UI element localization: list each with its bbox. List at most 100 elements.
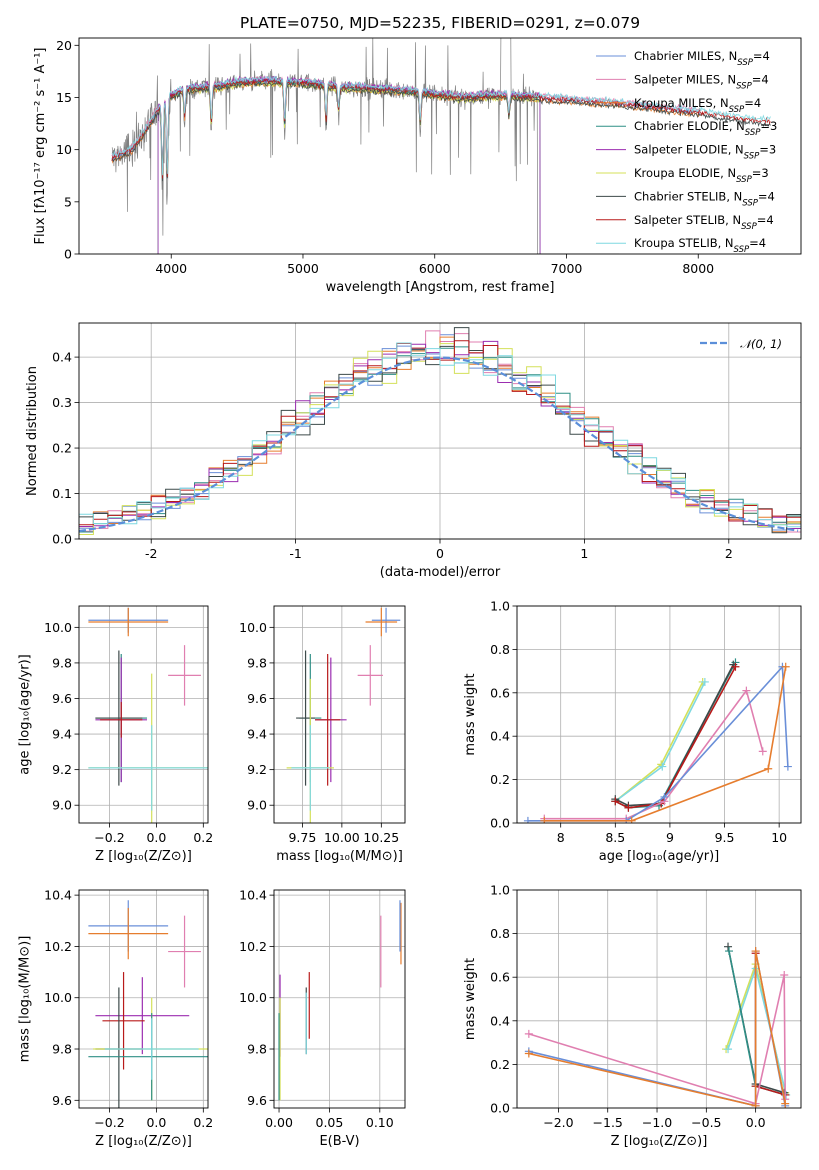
weight-marker xyxy=(742,686,751,695)
normal-curve xyxy=(79,356,799,533)
legend-label: Salpeter MILES, NSSP=4 xyxy=(634,72,769,91)
x-tick-label: -1 xyxy=(289,546,301,561)
legend-label: Kroupa ELODIE, NSSP=3 xyxy=(634,166,769,185)
model-spectrum xyxy=(157,77,541,254)
axes-frame xyxy=(516,605,802,824)
legend-subscript: SSP xyxy=(742,198,758,208)
grid-lines xyxy=(79,890,208,1108)
legend-label: 𝒩(0, 1) xyxy=(740,337,782,351)
y-tick-label: 0.4 xyxy=(490,1013,510,1028)
x-axis-label: (data-model)/error xyxy=(380,565,501,580)
weight-vs-metallicity-panel: −2.0 −1.5 −1.0 −0.5 0.0 0.0 0.2 0.4 0.6 0.8 1.0 Z [… xyxy=(463,883,802,1149)
weight-marker xyxy=(781,662,790,671)
x-tick-label: 0.2 xyxy=(193,1115,213,1130)
weight-marker xyxy=(751,947,760,956)
y-tick-label: 0.6 xyxy=(490,685,510,700)
y-tick-label: 10.4 xyxy=(44,888,72,903)
x-tick-label: 4000 xyxy=(155,261,187,276)
weight-marker xyxy=(611,797,620,806)
axes-frame xyxy=(78,605,209,824)
x-tick-label: 0.0 xyxy=(146,830,166,845)
errorbar-point xyxy=(357,645,383,706)
axes-frame xyxy=(273,605,406,824)
legend-subscript: SSP xyxy=(737,58,753,68)
plot-area xyxy=(111,38,771,254)
errorbar-point xyxy=(100,702,143,738)
x-tick-label: 0.05 xyxy=(316,1115,344,1130)
y-tick-label: 0.2 xyxy=(52,441,72,456)
legend-label: Chabrier ELODIE, NSSP=3 xyxy=(634,119,777,138)
weight-vs-age-panel: 8 8.5 9 9.5 10 0.0 0.2 0.4 0.6 0.8 1.0 age [log₁₀(a… xyxy=(463,599,802,864)
x-tick-label: 10.00 xyxy=(324,830,360,845)
model-spectrum xyxy=(111,78,771,179)
x-tick-label: 1 xyxy=(580,546,588,561)
x-tick-label: −0.2 xyxy=(94,830,124,845)
x-tick-label: 7000 xyxy=(551,261,583,276)
y-tick-label: 9.8 xyxy=(52,655,72,670)
errorbar-point xyxy=(102,972,145,1070)
model-spectrum xyxy=(157,75,541,254)
x-axis-label: Z [log₁₀(Z/Z⊙)] xyxy=(611,1134,708,1149)
weight-line xyxy=(614,681,704,802)
x-tick-label: 8000 xyxy=(682,261,714,276)
spectrum-panel: 4000 5000 6000 7000 8000 0 5 10 15 20 wavelength [… xyxy=(33,37,802,295)
y-tick-label: 10.0 xyxy=(239,620,267,635)
y-tick-label: 9.6 xyxy=(247,691,267,706)
y-tick-label: 0.8 xyxy=(490,926,510,941)
grid-lines xyxy=(79,606,208,823)
plot-area xyxy=(88,607,208,823)
axes-frame xyxy=(78,37,802,255)
y-tick-label: 15 xyxy=(56,90,72,105)
y-tick-label: 9.2 xyxy=(52,762,72,777)
y-tick-label: 9.8 xyxy=(52,1042,72,1057)
x-tick-label: 0.0 xyxy=(746,1115,766,1130)
y-tick-label: 0.0 xyxy=(52,532,72,547)
x-axis-label: wavelength [Angstrom, rest frame] xyxy=(326,280,555,295)
weight-marker xyxy=(751,1101,760,1108)
plot-area xyxy=(88,900,208,1108)
weight-marker xyxy=(780,971,789,980)
age-vs-mass-panel: 9.75 10.00 10.25 9.0 9.2 9.4 9.6 9.8 10.0 mass [l… xyxy=(239,605,406,864)
x-tick-label: 9.5 xyxy=(715,830,735,845)
legend-subscript: SSP xyxy=(741,222,757,232)
x-tick-label: −1.0 xyxy=(642,1115,672,1130)
errorbar-point xyxy=(88,607,169,637)
x-tick-label: −0.5 xyxy=(691,1115,721,1130)
y-axis-label: Flux [fλ10⁻¹⁷ erg cm⁻² s⁻¹ A⁻¹] xyxy=(33,47,48,244)
axes-frame xyxy=(78,322,802,540)
legend-label: Chabrier STELIB, NSSP=4 xyxy=(634,189,775,208)
y-tick-label: 0 xyxy=(64,247,72,262)
x-tick-label: -2 xyxy=(145,546,157,561)
weight-line xyxy=(614,681,706,802)
y-tick-label: 9.8 xyxy=(247,655,267,670)
y-tick-label: 9.4 xyxy=(52,727,72,742)
errorbar-point xyxy=(291,725,330,811)
y-tick-label: 9.0 xyxy=(52,798,72,813)
grid-lines xyxy=(274,890,405,1108)
weight-marker xyxy=(627,816,636,823)
grid-lines xyxy=(517,605,801,824)
plot-area xyxy=(524,942,791,1108)
legend-label: Salpeter ELODIE, NSSP=3 xyxy=(634,143,776,162)
y-tick-label: 9.8 xyxy=(247,1042,267,1057)
weight-line xyxy=(527,664,789,822)
weight-marker xyxy=(724,942,733,951)
y-tick-label: 10 xyxy=(56,142,72,157)
x-tick-label: 0.2 xyxy=(193,830,213,845)
x-tick-label: 10.25 xyxy=(363,830,399,845)
legend-label: Kroupa MILES, NSSP=4 xyxy=(634,96,761,115)
x-axis-label: Z [log₁₀(Z/Z⊙)] xyxy=(95,1134,192,1149)
y-tick-label: 1.0 xyxy=(490,599,510,614)
weight-line xyxy=(528,974,786,1105)
x-axis-label: age [log₁₀(age/yr)] xyxy=(599,849,720,864)
x-tick-label: 5000 xyxy=(287,261,319,276)
legend: Chabrier MILES, NSSP=4 Salpeter MILES, NS… xyxy=(596,49,777,255)
plot-area xyxy=(278,900,402,1101)
x-tick-label: −1.5 xyxy=(593,1115,623,1130)
weight-line xyxy=(614,664,735,807)
y-tick-label: 0.3 xyxy=(52,395,72,410)
x-tick-label: 2 xyxy=(725,546,733,561)
y-tick-label: 5 xyxy=(64,194,72,209)
plot-area xyxy=(286,607,401,823)
